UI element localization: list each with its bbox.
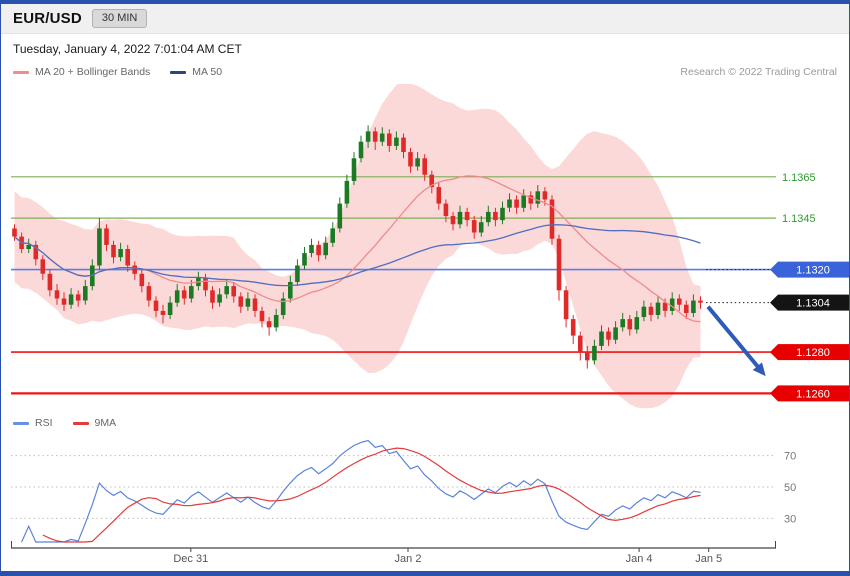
svg-text:1.1320: 1.1320: [796, 265, 830, 277]
svg-text:70: 70: [784, 451, 796, 463]
price-legend: MA 20 + Bollinger Bands MA 50 Research ©…: [1, 60, 849, 84]
legend-ma50: MA 50: [170, 66, 222, 78]
price-level-lines: [11, 176, 776, 395]
svg-text:Jan 4: Jan 4: [626, 553, 653, 564]
top-accent-bar: [1, 0, 849, 4]
forecast-arrow: [706, 305, 766, 377]
price-badge: 1.1260: [770, 385, 849, 402]
rsi-ma-line: [42, 447, 701, 543]
legend-rsi-label: RSI: [35, 417, 53, 429]
rsi-legend: RSI 9MA: [1, 414, 849, 432]
chart-header: EUR/USD 30 MIN: [1, 4, 849, 34]
ma20-legend-icon: [13, 70, 29, 74]
legend-ma20: MA 20 + Bollinger Bands: [13, 66, 150, 78]
legend-ma20-label: MA 20 + Bollinger Bands: [35, 66, 151, 78]
price-chart: 1.1365 1.1345 1.1320 1.1304 1.1280 1.1260: [11, 84, 849, 409]
price-badge: 1.1320: [770, 261, 849, 278]
svg-text:Jan 2: Jan 2: [395, 553, 422, 564]
svg-text:1.1280: 1.1280: [796, 347, 830, 359]
legend-9ma-label: 9MA: [94, 417, 117, 429]
candles: [12, 125, 703, 369]
svg-text:1.1345: 1.1345: [782, 213, 816, 225]
chart-datetime: Tuesday, January 4, 2022 7:01:04 AM CET: [13, 42, 242, 56]
svg-text:Jan 5: Jan 5: [695, 553, 722, 564]
legend-ma50-label: MA 50: [192, 66, 223, 78]
rsi-line: [21, 439, 701, 543]
svg-text:1.1304: 1.1304: [796, 298, 830, 310]
rsi-legend-icon: [13, 421, 29, 425]
bollinger-band-fill: [14, 84, 701, 409]
legend-9ma: 9MA: [72, 417, 117, 429]
svg-text:1.1260: 1.1260: [796, 388, 830, 400]
svg-text:Dec 31: Dec 31: [173, 553, 208, 564]
price-badge: 1.1304: [770, 294, 849, 311]
ma50-legend-icon: [170, 70, 187, 74]
interval-badge[interactable]: 30 MIN: [91, 9, 148, 28]
rsi-ma-legend-icon: [72, 421, 89, 425]
bottom-accent-bar: [1, 571, 849, 576]
research-credit: Research © 2022 Trading Central: [680, 66, 837, 78]
price-badge: 1.1280: [770, 344, 849, 361]
svg-text:1.1365: 1.1365: [782, 172, 816, 184]
svg-text:50: 50: [784, 482, 796, 494]
ma50-line: [14, 224, 701, 287]
svg-text:30: 30: [784, 513, 796, 525]
instrument-title: EUR/USD: [13, 10, 82, 27]
legend-rsi: RSI: [13, 417, 53, 429]
rsi-chart: 70 50 30 Dec 31 Jan 2 Jan 4 Jan 5: [11, 439, 796, 564]
